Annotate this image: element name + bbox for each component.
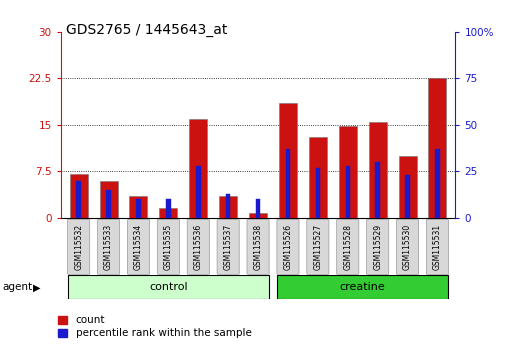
FancyBboxPatch shape — [68, 219, 89, 274]
FancyBboxPatch shape — [366, 219, 388, 274]
FancyBboxPatch shape — [396, 219, 418, 274]
Text: GDS2765 / 1445643_at: GDS2765 / 1445643_at — [66, 23, 227, 37]
FancyBboxPatch shape — [306, 219, 328, 274]
Bar — [195, 166, 200, 218]
Bar — [106, 190, 111, 218]
Bar — [428, 78, 445, 218]
Bar — [225, 194, 230, 218]
Bar — [159, 209, 177, 218]
FancyBboxPatch shape — [127, 219, 149, 274]
Text: creatine: creatine — [339, 282, 385, 292]
FancyBboxPatch shape — [277, 275, 447, 299]
Bar — [368, 122, 386, 218]
Text: ▶: ▶ — [33, 282, 40, 292]
Bar — [308, 137, 326, 218]
Bar — [405, 175, 409, 218]
FancyBboxPatch shape — [97, 219, 119, 274]
Bar — [338, 126, 356, 218]
Text: GSM115530: GSM115530 — [402, 224, 411, 270]
Bar — [219, 196, 237, 218]
Bar — [136, 199, 140, 218]
Text: GSM115535: GSM115535 — [164, 224, 173, 270]
Text: agent: agent — [3, 282, 33, 292]
Text: GSM115536: GSM115536 — [193, 224, 203, 270]
Bar — [278, 103, 296, 218]
Text: GSM115537: GSM115537 — [223, 224, 232, 270]
FancyBboxPatch shape — [246, 219, 269, 274]
FancyBboxPatch shape — [68, 275, 268, 299]
Text: GSM115527: GSM115527 — [313, 224, 322, 270]
Bar — [285, 149, 290, 218]
FancyBboxPatch shape — [336, 219, 358, 274]
Bar — [398, 156, 416, 218]
Bar — [375, 162, 379, 218]
FancyBboxPatch shape — [157, 219, 179, 274]
Bar — [248, 213, 267, 218]
Text: GSM115531: GSM115531 — [432, 224, 441, 270]
Bar — [434, 149, 439, 218]
FancyBboxPatch shape — [217, 219, 239, 274]
FancyBboxPatch shape — [426, 219, 447, 274]
FancyBboxPatch shape — [187, 219, 209, 274]
Text: GSM115528: GSM115528 — [342, 224, 351, 270]
Text: GSM115529: GSM115529 — [372, 224, 381, 270]
Bar — [345, 166, 349, 218]
Text: GSM115534: GSM115534 — [134, 224, 143, 270]
Legend: count, percentile rank within the sample: count, percentile rank within the sample — [56, 313, 253, 341]
Text: GSM115532: GSM115532 — [74, 224, 83, 270]
Text: GSM115533: GSM115533 — [104, 224, 113, 270]
Bar — [70, 175, 87, 218]
Bar — [129, 196, 147, 218]
FancyBboxPatch shape — [276, 219, 298, 274]
Bar — [315, 167, 320, 218]
Text: GSM115538: GSM115538 — [253, 224, 262, 270]
Bar — [189, 119, 207, 218]
Bar — [256, 199, 260, 218]
Text: GSM115526: GSM115526 — [283, 224, 292, 270]
Text: control: control — [149, 282, 187, 292]
Bar — [99, 181, 117, 218]
Bar — [166, 199, 170, 218]
Bar — [76, 181, 81, 218]
